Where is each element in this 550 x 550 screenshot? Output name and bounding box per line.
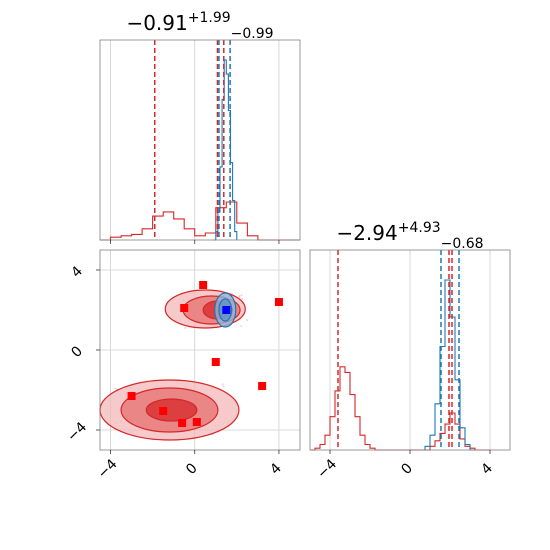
sample-dot-10 bbox=[241, 298, 244, 300]
marginal-x-quantile-lines bbox=[153, 40, 231, 240]
marker-point-7 bbox=[178, 419, 187, 427]
marker-point-3 bbox=[211, 358, 220, 366]
marginal-y-ticks bbox=[329, 450, 491, 454]
marginal-y-title: −2.94+4.93−0.68 bbox=[336, 220, 483, 252]
marginal-x-title: −0.91+1.99−0.99 bbox=[126, 10, 273, 42]
marginal-y-title-upper: +4.93 bbox=[398, 220, 441, 236]
marker-point-0 bbox=[199, 281, 208, 289]
marginal-x-frame bbox=[99, 39, 301, 241]
marker-point-2 bbox=[274, 298, 283, 306]
marginal-y-title-value: −2.94 bbox=[336, 221, 397, 245]
contour-5 bbox=[145, 398, 198, 422]
sample-dot-24 bbox=[240, 325, 243, 327]
sample-dot-14 bbox=[240, 294, 243, 297]
marginal-x-grid bbox=[110, 40, 280, 240]
marginal-x-ticks bbox=[110, 240, 280, 244]
sample-dot-72 bbox=[238, 296, 241, 298]
sample-dot-73 bbox=[222, 385, 225, 388]
marker-point-1 bbox=[180, 304, 189, 312]
sample-dot-59 bbox=[114, 387, 116, 390]
marker-point-4 bbox=[258, 382, 267, 390]
histogram-series-0 bbox=[100, 201, 300, 241]
marker-point-8 bbox=[192, 418, 201, 426]
sample-dot-83 bbox=[221, 383, 224, 386]
marginal-y-quantile-lines bbox=[337, 250, 460, 450]
marker-point-6 bbox=[159, 407, 168, 415]
joint-points bbox=[127, 281, 283, 427]
marker-point-5 bbox=[127, 392, 136, 400]
marginal-x-title-upper: +1.99 bbox=[188, 10, 231, 26]
joint-ticks bbox=[96, 269, 280, 454]
histogram-series-1 bbox=[424, 279, 475, 451]
marginal-x-title-value: −0.91 bbox=[126, 11, 187, 35]
marker-point-9 bbox=[222, 306, 231, 314]
marginal-x-panel: −0.91+1.99−0.99 bbox=[99, 10, 301, 244]
marginal-x-title-lower: −0.99 bbox=[231, 26, 274, 42]
sample-dot-44 bbox=[246, 319, 249, 321]
marginal-y-title-lower: −0.68 bbox=[441, 236, 484, 252]
sample-dot-52 bbox=[184, 327, 187, 329]
